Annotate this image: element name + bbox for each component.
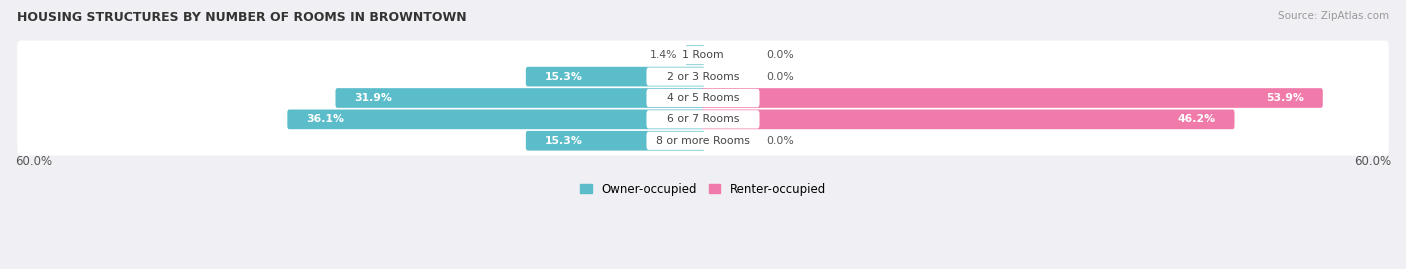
Text: 0.0%: 0.0% [766,136,794,146]
Text: 60.0%: 60.0% [15,155,52,168]
FancyBboxPatch shape [647,110,759,129]
Text: 4 or 5 Rooms: 4 or 5 Rooms [666,93,740,103]
FancyBboxPatch shape [526,67,704,86]
FancyBboxPatch shape [17,41,1389,70]
FancyBboxPatch shape [702,88,1323,108]
Text: 0.0%: 0.0% [766,72,794,82]
FancyBboxPatch shape [526,131,704,151]
Legend: Owner-occupied, Renter-occupied: Owner-occupied, Renter-occupied [575,178,831,200]
Text: 46.2%: 46.2% [1177,114,1216,124]
FancyBboxPatch shape [647,132,759,150]
Text: 2 or 3 Rooms: 2 or 3 Rooms [666,72,740,82]
Text: 0.0%: 0.0% [766,50,794,60]
FancyBboxPatch shape [17,62,1389,91]
Text: 8 or more Rooms: 8 or more Rooms [657,136,749,146]
FancyBboxPatch shape [702,109,1234,129]
Text: 31.9%: 31.9% [354,93,392,103]
Text: 53.9%: 53.9% [1265,93,1303,103]
FancyBboxPatch shape [17,83,1389,113]
Text: 1 Room: 1 Room [682,50,724,60]
FancyBboxPatch shape [287,109,704,129]
Text: 36.1%: 36.1% [307,114,344,124]
Text: Source: ZipAtlas.com: Source: ZipAtlas.com [1278,11,1389,21]
FancyBboxPatch shape [647,46,759,64]
FancyBboxPatch shape [685,45,704,65]
Text: 60.0%: 60.0% [1354,155,1391,168]
FancyBboxPatch shape [17,105,1389,134]
Text: 15.3%: 15.3% [544,136,582,146]
Text: 1.4%: 1.4% [650,50,678,60]
FancyBboxPatch shape [336,88,704,108]
Text: 6 or 7 Rooms: 6 or 7 Rooms [666,114,740,124]
FancyBboxPatch shape [647,68,759,86]
FancyBboxPatch shape [647,89,759,107]
Text: 15.3%: 15.3% [544,72,582,82]
FancyBboxPatch shape [17,126,1389,155]
Text: HOUSING STRUCTURES BY NUMBER OF ROOMS IN BROWNTOWN: HOUSING STRUCTURES BY NUMBER OF ROOMS IN… [17,11,467,24]
